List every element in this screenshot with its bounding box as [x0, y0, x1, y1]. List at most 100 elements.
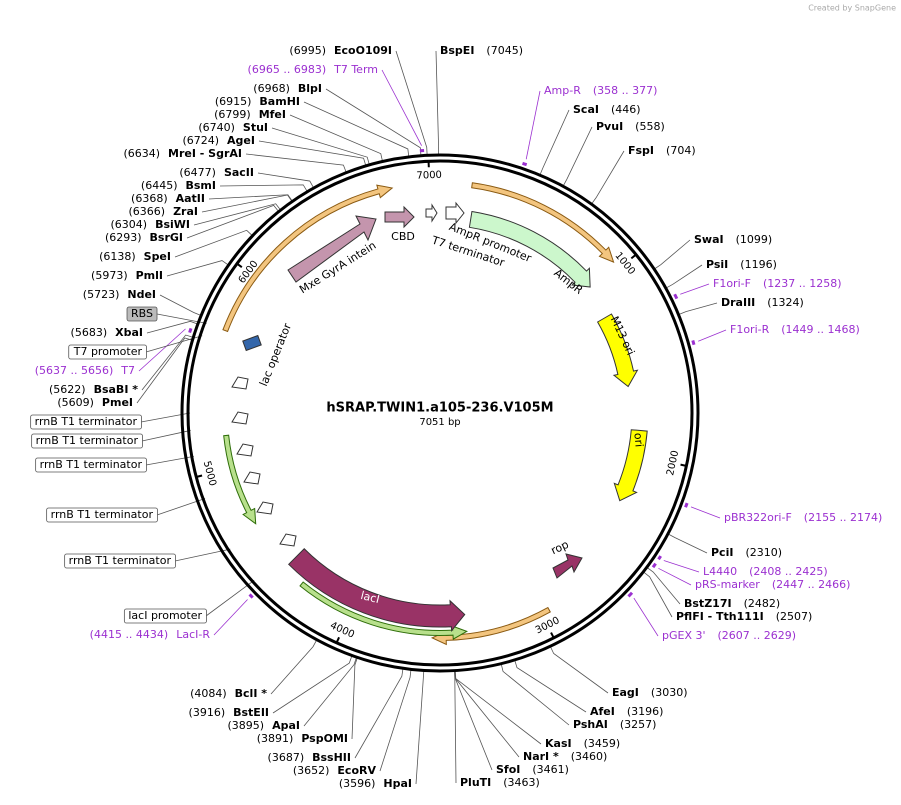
site-position: (5622) [49, 383, 86, 396]
site-label: NarI *(3460) [523, 750, 607, 763]
primer-range: (1237 .. 1258) [763, 277, 842, 290]
leader-line [380, 669, 411, 771]
ring-tick-label: 5000 [201, 460, 218, 487]
site-label: ScaI(446) [573, 103, 641, 116]
site-name: PmeI [102, 396, 133, 409]
primer-leader [658, 568, 691, 585]
primer-leader [698, 330, 726, 341]
site-label: PvuI(558) [596, 120, 665, 133]
site-position: (1196) [740, 258, 777, 271]
site-name: PspOMI [301, 732, 348, 745]
primer-leader [214, 600, 248, 635]
site-label: (6138)SpeI [99, 250, 171, 263]
site-name: ApaI [272, 719, 300, 732]
site-position: (6366) [129, 205, 166, 218]
site-position: (6915) [215, 95, 252, 108]
site-position: (6634) [123, 147, 160, 160]
leader-line [167, 261, 229, 276]
primer-name: F1ori-R [730, 323, 770, 336]
leader-line [273, 656, 352, 713]
site-name: BsiWI [155, 218, 190, 231]
site-position: (5973) [91, 269, 128, 282]
leader-line [455, 671, 492, 770]
site-position: (3891) [257, 732, 294, 745]
primer-name: T7 Term [333, 63, 378, 76]
site-label: (3687)BssHII [268, 751, 351, 764]
site-label: (6368)AatII [131, 192, 205, 205]
leader-line [563, 127, 592, 186]
site-label: BspEI(7045) [440, 44, 523, 57]
site-label: (6915)BamHI [215, 95, 300, 108]
site-name: BsmI [186, 179, 217, 192]
site-label: (6293)BsrGI [105, 231, 183, 244]
site-position: (3030) [651, 686, 688, 699]
site-label: (6724)AgeI [182, 134, 255, 147]
primer-name: pRS-marker [695, 578, 760, 591]
site-position: (1099) [736, 233, 773, 246]
primer-label: F1ori-F(1237 .. 1258) [713, 277, 842, 290]
site-label: (5609) PmeI [57, 396, 133, 409]
site-label: (5973) PmlI [91, 269, 163, 282]
site-label: (6968)BlpI [253, 82, 322, 95]
terminator-arrow [237, 444, 253, 456]
site-label: PflFI - Tth111I(2507) [676, 610, 812, 623]
callout-label: rrnB T1 terminator [69, 554, 172, 567]
site-position: (2482) [744, 597, 781, 610]
leader-line [259, 141, 366, 166]
site-position: (3687) [268, 751, 305, 764]
primer-range: (6965 .. 6983) [248, 63, 327, 76]
site-position: (5609) [57, 396, 94, 409]
site-label: (6477)SacII [179, 166, 254, 179]
leader-line [304, 657, 357, 726]
site-name: ZraI [173, 205, 198, 218]
site-label: (6995)EcoO109I [289, 44, 392, 57]
leader-line [454, 671, 456, 783]
site-name: BsaBI * [94, 383, 139, 396]
site-position: (4084) [190, 687, 227, 700]
primer-label: (5637 .. 5656)T7 [35, 364, 135, 377]
promoter-arrow [446, 203, 464, 223]
site-label: PciI(2310) [711, 546, 782, 559]
leader-line [209, 195, 292, 202]
site-position: (1324) [767, 296, 804, 309]
site-name: XbaI [115, 326, 143, 339]
site-label: PluTI(3463) [460, 776, 540, 789]
feature-label: lac operator [257, 321, 294, 388]
callout-label: rrnB T1 terminator [36, 434, 139, 447]
primer-mark [250, 594, 253, 597]
site-name: PmlI [136, 269, 163, 282]
primer-mark [522, 163, 526, 164]
leader-line [643, 572, 672, 617]
lac-operator [243, 336, 261, 351]
site-name: SwaI [694, 233, 724, 246]
site-label: EagI(3030) [612, 686, 687, 699]
primer-range: (2607 .. 2629) [718, 629, 797, 642]
site-name: FspI [628, 144, 654, 157]
primer-mark [653, 564, 656, 568]
site-name: SfoI [496, 763, 520, 776]
site-label: (3891) PspOMI [257, 732, 348, 745]
primer-label: L4440(2408 .. 2425) [703, 565, 828, 578]
cbd-arrow [385, 207, 414, 227]
rop-arrow [553, 554, 582, 578]
site-label: BstZ17I(2482) [684, 597, 780, 610]
site-position: (5723) [83, 288, 120, 301]
site-label: (3596)HpaI [339, 777, 412, 790]
site-name: BspEI [440, 44, 474, 57]
primer-mark [686, 503, 688, 507]
site-name: KasI [545, 737, 572, 750]
site-name: PshAI [573, 718, 608, 731]
leader-line [271, 640, 317, 694]
primer-label: (4415 .. 4434)LacI-R [90, 628, 211, 641]
plasmid-length: 7051 bp [419, 417, 460, 428]
leader-line [679, 303, 717, 315]
primer-leader [691, 507, 720, 518]
leader-line [654, 240, 690, 269]
leader-line [352, 657, 357, 739]
site-label: (5622) BsaBI * [49, 383, 138, 396]
site-name: MreI - SgrAI [168, 147, 242, 160]
site-position: (3895) [228, 719, 265, 732]
leader-line [304, 102, 409, 157]
primer-mark [628, 593, 632, 597]
